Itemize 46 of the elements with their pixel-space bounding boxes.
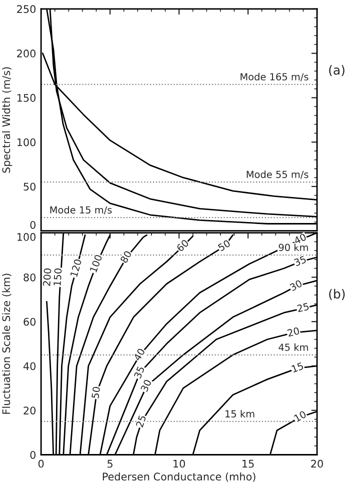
x-tick-label: 15: [242, 460, 254, 468]
annotation: 30: [289, 279, 303, 292]
y-tick-label: 50: [24, 182, 36, 191]
ref-line-label: 45 km: [278, 343, 308, 351]
y-axis-title: Spectral Width (m/s): [2, 67, 12, 173]
annotation: 80: [120, 250, 132, 264]
annotation: 15: [291, 362, 304, 373]
y-tick-label: 250: [17, 5, 36, 14]
x-tick-label: 0: [38, 460, 44, 468]
y-tick-label: 100: [17, 138, 36, 146]
annotation: 40: [133, 348, 146, 362]
annotation: 50: [218, 239, 231, 252]
x-tick-label: 5: [108, 460, 112, 468]
ref-line-label: Mode 55 m/s: [246, 170, 308, 179]
annotation: 100: [90, 254, 102, 273]
text: (a): [329, 65, 344, 76]
x-axis-title: Pedersen Conductance (mho): [102, 472, 256, 482]
y-tick-label: 20: [24, 406, 36, 414]
y-tick-label: 150: [17, 94, 36, 102]
annotation: 150: [53, 268, 62, 286]
annotation: 10: [294, 410, 307, 422]
y-tick-label: 80: [24, 273, 36, 282]
x-tick-label: 20: [311, 460, 323, 468]
y-tick-label: 200: [17, 50, 36, 58]
annotation: 25: [136, 414, 146, 428]
annotation: 35: [294, 255, 306, 266]
annotation: 200: [42, 268, 52, 286]
annotation: 50: [91, 386, 100, 398]
y-tick-label: 60: [24, 318, 36, 326]
y-tick-label: 0: [30, 450, 36, 459]
ref-line-label: Mode 165 m/s: [240, 72, 308, 82]
annotation: 35: [134, 366, 145, 379]
annotation: 25: [296, 302, 310, 312]
annotation: 30: [140, 379, 152, 392]
annotation: 40: [293, 233, 307, 245]
y-tick-label: 0: [30, 220, 36, 229]
annotation: 60: [176, 239, 190, 252]
y-axis-title: Fluctuation Scale Size (km): [2, 274, 12, 414]
x-tick-label: 10: [174, 460, 185, 468]
y-tick-label: 40: [23, 362, 36, 370]
text: (b): [329, 288, 345, 300]
ref-line-label: 90 km: [278, 244, 308, 252]
annotation: 20: [287, 326, 300, 337]
ref-line-label: Mode 15 m/s: [50, 206, 112, 214]
y-tick-label: 100: [17, 233, 36, 241]
ref-line-label: 15 km: [226, 410, 254, 418]
